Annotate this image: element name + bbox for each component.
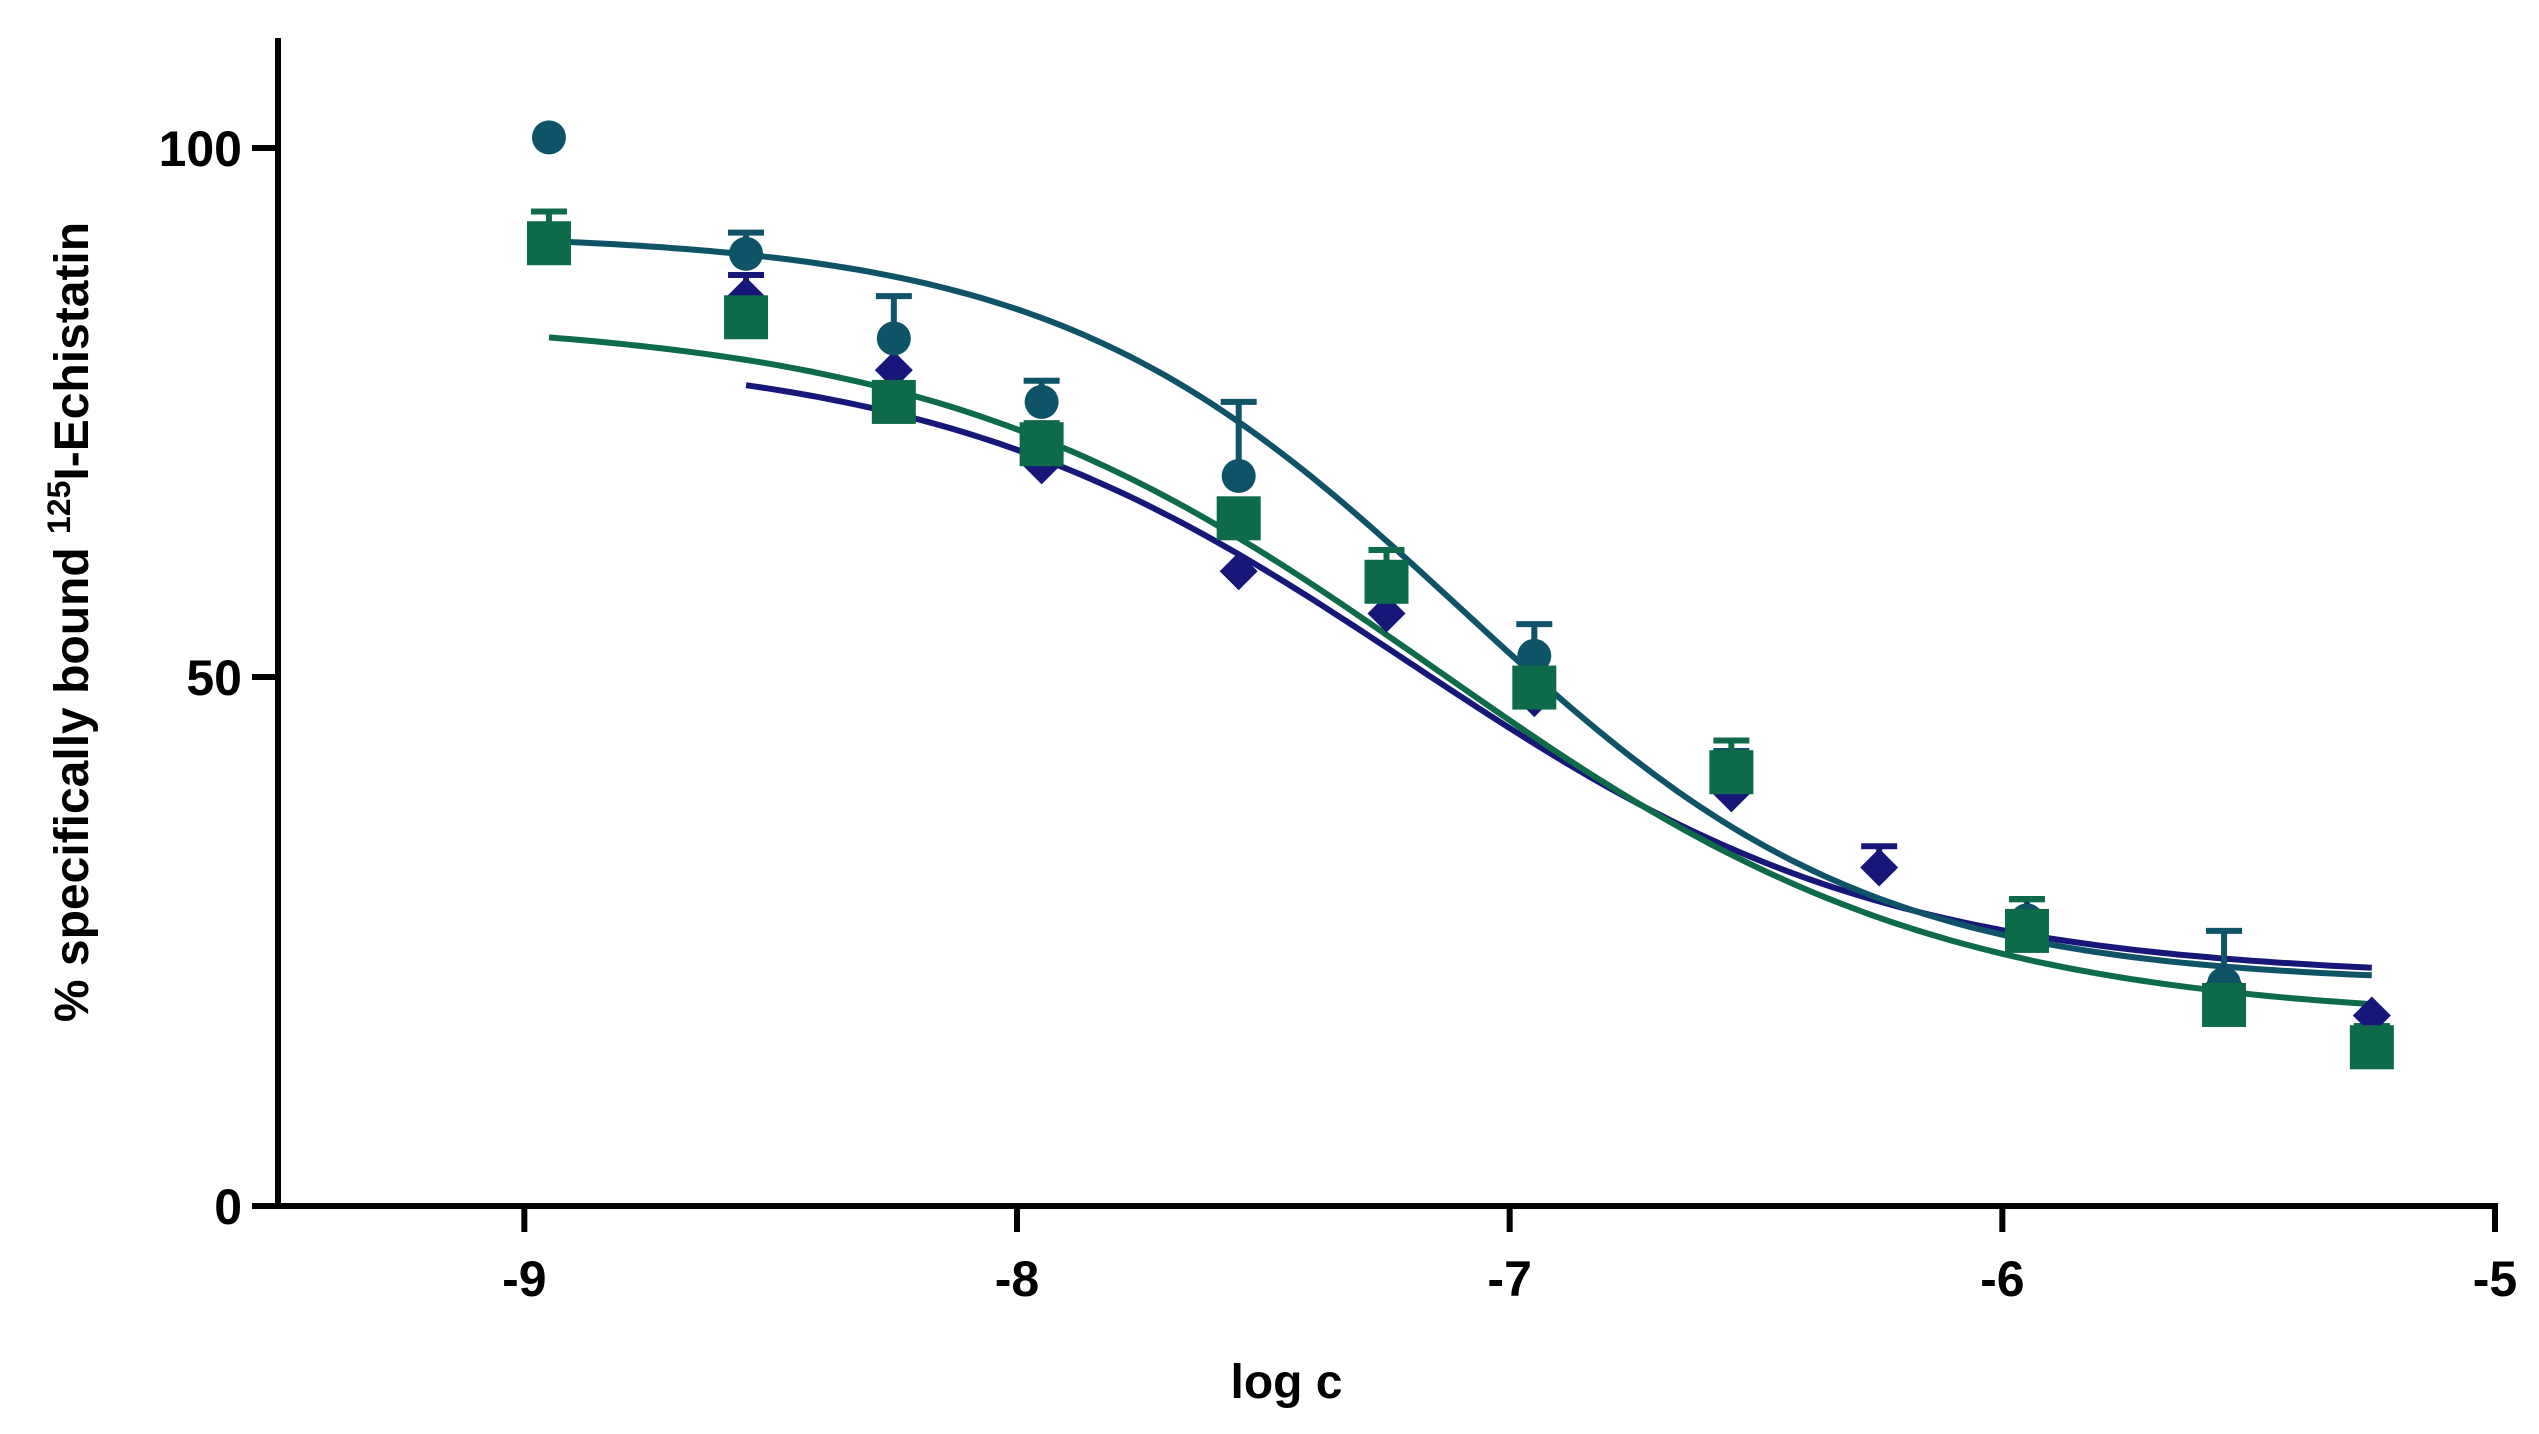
data-point-diamond	[1367, 594, 1406, 633]
x-tick-label: -9	[502, 1251, 546, 1307]
data-point-square	[2202, 982, 2247, 1027]
data-point-diamond	[2352, 996, 2391, 1035]
data-point-square	[724, 295, 769, 340]
fit-curve	[548, 334, 2373, 1008]
data-point-circle	[729, 236, 764, 271]
axes	[275, 38, 2498, 1209]
y-tick-label: 50	[186, 650, 242, 706]
data-point-diamond	[1219, 552, 1258, 591]
x-axis-title: log c	[1230, 1356, 1342, 1409]
data-point-square	[1512, 665, 1557, 710]
data-point-circle	[531, 120, 566, 155]
y-axis-title-suffix: I-Echistatin	[46, 222, 99, 481]
y-tick-label: 0	[214, 1179, 242, 1235]
error-bars	[530, 208, 2390, 1048]
fit-curves	[548, 238, 2373, 1008]
x-tick-label: -5	[2473, 1251, 2517, 1307]
fit-curve	[548, 238, 2372, 979]
y-axis-title-superscript: 125	[41, 481, 77, 534]
data-point-circle	[1517, 638, 1552, 673]
data-points	[526, 120, 2394, 1070]
data-point-circle	[1024, 384, 1059, 419]
data-point-square	[1019, 422, 1064, 467]
data-point-circle	[876, 321, 911, 356]
data-point-diamond	[874, 351, 913, 390]
data-point-square	[2004, 908, 2049, 953]
data-point-square	[1364, 559, 1409, 604]
y-tick-label: 100	[159, 121, 242, 177]
data-point-square	[2349, 1025, 2394, 1070]
data-point-circle	[1221, 458, 1256, 493]
data-point-diamond	[1860, 848, 1899, 887]
x-tick-label: -8	[995, 1251, 1039, 1307]
fit-curve	[745, 382, 2372, 971]
axis-ticks: -9 -8 -7 -6 -5 0 50 100	[159, 121, 2518, 1307]
y-axis-title: % specifically bound 125I-Echistatin	[41, 222, 99, 1022]
data-point-square	[1709, 750, 1754, 795]
data-point-square	[526, 221, 571, 266]
x-tick-label: -7	[1487, 1251, 1531, 1307]
data-point-square	[1216, 496, 1261, 541]
x-tick-label: -6	[1980, 1251, 2024, 1307]
data-point-square	[871, 379, 916, 424]
y-axis-title-prefix: % specifically bound	[46, 534, 99, 1022]
